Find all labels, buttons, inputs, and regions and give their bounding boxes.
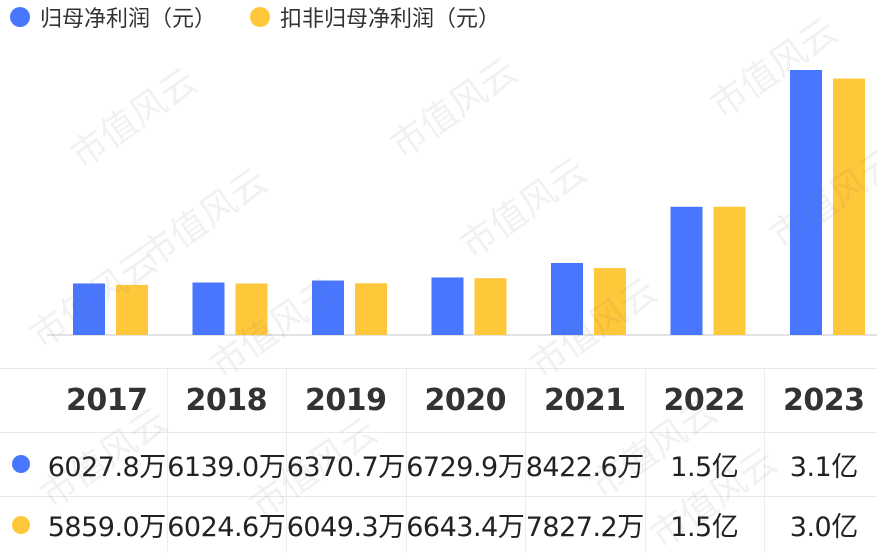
value-cell: 1.5亿	[670, 512, 739, 543]
series-dot	[12, 455, 30, 473]
value-cell: 6729.9万	[406, 451, 525, 483]
column-divider	[405, 432, 407, 496]
column-divider	[525, 432, 526, 496]
column-divider	[764, 496, 765, 553]
year-cell: 2020	[424, 382, 507, 418]
column-divider	[286, 432, 287, 496]
column-divider	[286, 368, 287, 432]
legend-item-net-profit[interactable]: 归母净利润（元）	[10, 1, 216, 33]
column-divider	[644, 432, 646, 496]
legend-label: 扣非归母净利润（元）	[280, 7, 501, 32]
bar-net-profit-2023[interactable]	[790, 70, 822, 335]
bar-deducted-net-profit-2021[interactable]	[594, 268, 626, 335]
value-cell: 3.0亿	[789, 512, 858, 543]
value-cell: 1.5亿	[670, 451, 739, 483]
bar-net-profit-2019[interactable]	[312, 280, 344, 335]
column-divider	[764, 368, 765, 432]
row-divider	[0, 496, 877, 497]
value-cell: 6049.3万	[286, 512, 405, 543]
bar-chart	[47, 70, 877, 336]
value-cell: 7827.2万	[525, 512, 644, 543]
value-cell: 6370.7万	[286, 451, 405, 483]
bar-net-profit-2021[interactable]	[551, 263, 583, 335]
deducted-net-profit-row: 5859.0万 6024.6万 6049.3万 6643.4万 7827.2万 1.5亿 3…	[0, 496, 877, 553]
value-cell: 8422.6万	[525, 451, 644, 483]
column-divider	[166, 368, 168, 432]
column-divider	[286, 496, 287, 553]
bar-net-profit-2022[interactable]	[670, 206, 703, 335]
column-divider	[405, 496, 407, 553]
bar-net-profit-2017[interactable]	[73, 283, 105, 335]
value-cell: 6024.6万	[167, 512, 286, 543]
value-cell: 5859.0万	[47, 512, 166, 543]
column-divider	[166, 432, 168, 496]
net-profit-row: 6027.8万 6139.0万 6370.7万 6729.9万 8422.6万 1.5亿 3…	[0, 432, 877, 496]
year-cell: 2018	[185, 382, 268, 418]
bar-deducted-net-profit-2020[interactable]	[474, 278, 507, 335]
year-cell: 2022	[663, 382, 746, 418]
column-divider	[764, 432, 765, 496]
year-row: 2017 2018 2019 2020 2021 2022 2023	[0, 368, 877, 432]
column-divider	[525, 496, 526, 553]
column-divider	[166, 496, 168, 553]
row-divider	[0, 368, 877, 369]
legend-item-deducted-net-profit[interactable]: 扣非归母净利润（元）	[250, 1, 500, 33]
value-cell: 6643.4万	[406, 512, 525, 543]
value-cell: 6139.0万	[167, 451, 286, 483]
chart-legend: 归母净利润（元） 扣非归母净利润（元）	[10, 2, 534, 32]
column-divider	[644, 368, 646, 432]
legend-dot-blue	[10, 7, 30, 27]
year-cell: 2021	[544, 382, 626, 418]
bar-deducted-net-profit-2017[interactable]	[116, 284, 148, 335]
bar-deducted-net-profit-2019[interactable]	[355, 283, 387, 335]
value-cell: 6027.8万	[47, 451, 166, 483]
bar-net-profit-2020[interactable]	[431, 277, 464, 335]
bar-net-profit-2018[interactable]	[192, 282, 225, 335]
year-cell: 2023	[783, 382, 865, 418]
column-divider	[405, 368, 407, 432]
column-divider	[644, 496, 646, 553]
year-cell: 2019	[305, 382, 387, 418]
year-cell: 2017	[66, 382, 148, 418]
legend-dot-yellow	[250, 7, 271, 27]
series-dot	[12, 515, 30, 534]
bar-deducted-net-profit-2022[interactable]	[713, 206, 746, 335]
value-cell: 3.1亿	[789, 451, 858, 483]
legend-label: 归母净利润（元）	[40, 7, 217, 32]
bar-deducted-net-profit-2018[interactable]	[235, 283, 268, 335]
column-divider	[525, 368, 526, 432]
bar-deducted-net-profit-2023[interactable]	[833, 78, 865, 335]
row-divider	[0, 432, 877, 433]
